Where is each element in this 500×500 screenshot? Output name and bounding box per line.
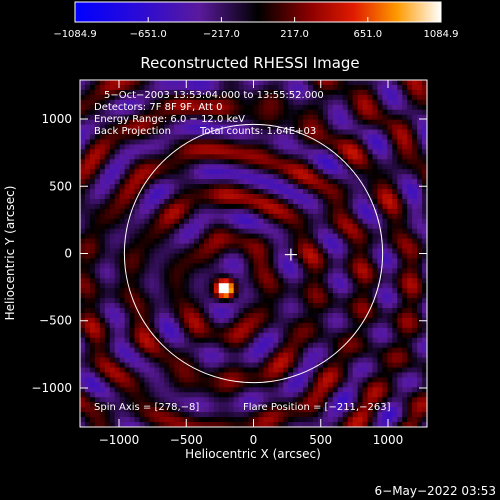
y-tick-label: −1000 — [31, 381, 72, 395]
annotation-energy-range: Energy Range: 6.0 − 12.0 keV — [94, 114, 245, 125]
heatmap-image — [80, 80, 427, 427]
colorbar-tick-label: −217.0 — [203, 29, 240, 40]
x-tick-label: 1000 — [373, 433, 404, 447]
annotation-spin-axis: Spin Axis = [278,−8] — [94, 402, 199, 413]
annotation-total-counts: Total counts: 1.64E+03 — [199, 126, 316, 137]
x-axis-tick-labels: −1000 −500 0 500 1000 — [99, 433, 404, 447]
colorbar-ticks — [74, 17, 442, 22]
colorbar-tick-label: 217.0 — [280, 29, 309, 40]
colorbar-tick-label: 651.0 — [353, 29, 382, 40]
x-axis-ticks — [118, 80, 389, 427]
x-tick-label: 500 — [309, 433, 332, 447]
x-tick-label: −500 — [170, 433, 203, 447]
colorbar-tick-label: −651.0 — [130, 29, 167, 40]
colorbar-tick-label: −1084.9 — [53, 29, 96, 40]
y-axis-label: Heliocentric Y (arcsec) — [3, 186, 17, 321]
y-tick-label: 500 — [49, 179, 72, 193]
annotation-flare-position: Flare Position = [−211,−263] — [243, 402, 391, 413]
y-axis-tick-labels: 1000 500 0 −500 −1000 — [31, 112, 72, 395]
chart-title: Reconstructed RHESSI Image — [140, 54, 359, 72]
x-tick-label: 0 — [250, 433, 258, 447]
annotation-method: Back Projection — [94, 126, 171, 137]
x-axis-label: Heliocentric X (arcsec) — [185, 447, 321, 461]
y-tick-label: 1000 — [41, 112, 72, 126]
footer-timestamp: 6−May−2022 03:53 — [375, 484, 497, 498]
y-tick-label: 0 — [64, 247, 72, 261]
annotation-time-range: 5−Oct−2003 13:53:04.000 to 13:55:52.000 — [104, 90, 324, 101]
spin-axis-cross-marker — [284, 248, 297, 261]
annotation-detectors: Detectors: 7F 8F 9F, Att 0 — [94, 102, 222, 113]
solar-limb-circle — [123, 123, 384, 384]
colorbar-tick-label: 1084.9 — [424, 29, 459, 40]
y-axis-ticks — [80, 118, 427, 389]
x-tick-label: −1000 — [99, 433, 140, 447]
colorbar — [74, 1, 442, 23]
y-tick-label: −500 — [39, 314, 72, 328]
colorbar-tick-labels: −1084.9 −651.0 −217.0 217.0 651.0 1084.9 — [53, 29, 458, 40]
